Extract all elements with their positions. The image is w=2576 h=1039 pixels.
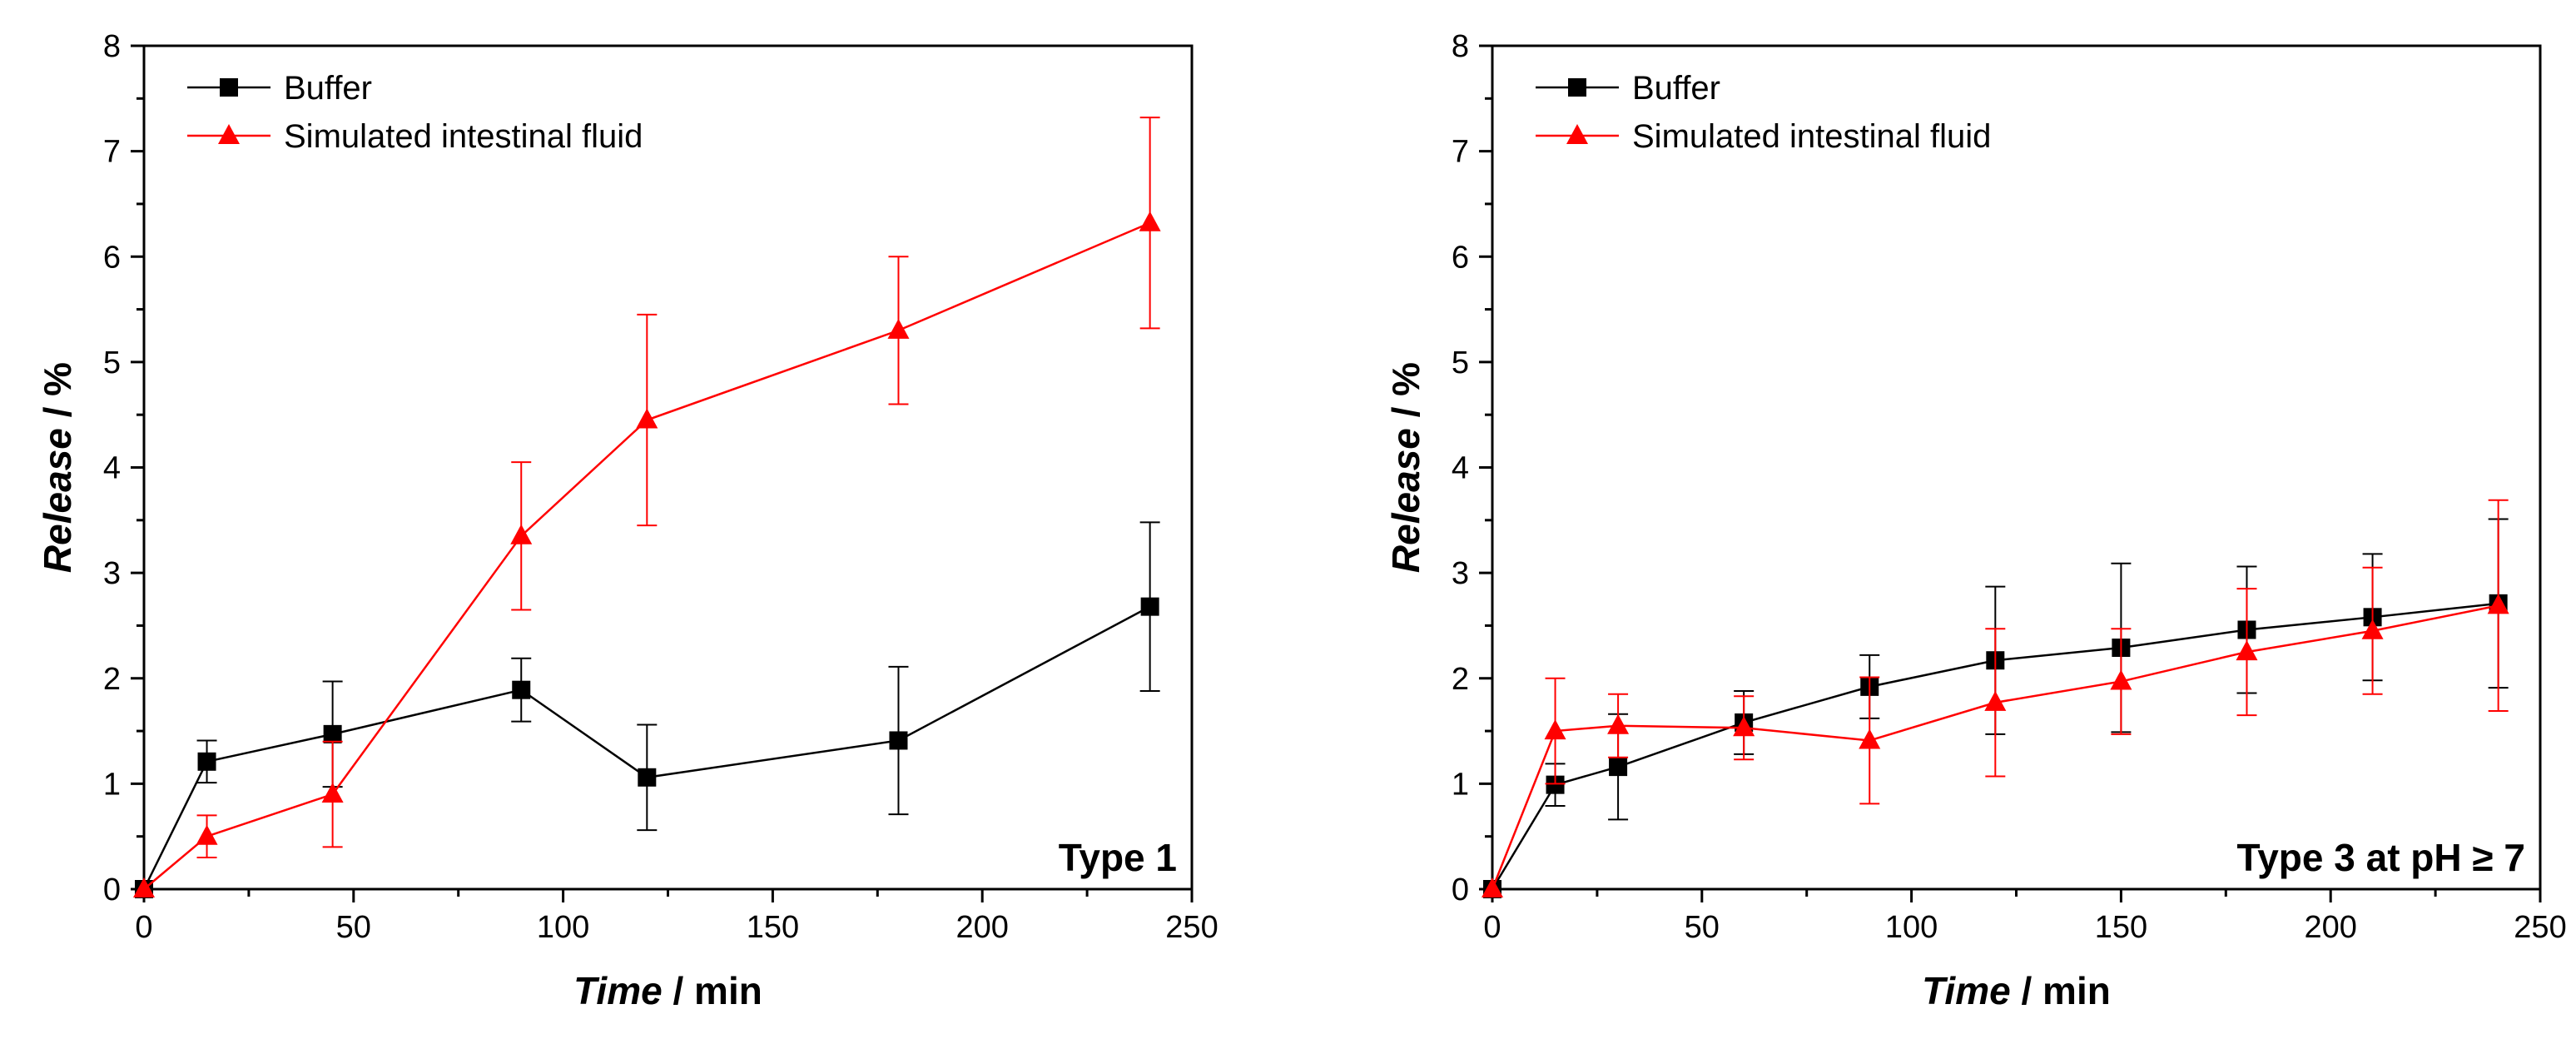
- legend-label: Buffer: [1632, 70, 1720, 107]
- x-axis-title: Time / min: [1922, 969, 2111, 1012]
- legend: Buffer Simulated intestinal fluid: [187, 70, 643, 155]
- y-tick-label: 1: [103, 767, 121, 802]
- legend-marker: [220, 78, 238, 97]
- data-point: [1733, 716, 1755, 737]
- series-line: [1491, 604, 2499, 890]
- legend-label: Simulated intestinal fluid: [284, 118, 643, 155]
- data-point: [887, 318, 910, 339]
- y-tick-label: 6: [103, 240, 121, 275]
- y-tick-label: 8: [1452, 29, 1469, 64]
- x-axis-title-italic: Time: [1922, 969, 2011, 1012]
- data-point: [2361, 619, 2384, 639]
- y-tick-label: 3: [103, 556, 121, 591]
- series-buffer: [135, 521, 1160, 898]
- x-tick-label: 100: [537, 910, 589, 945]
- y-axis-title: Release / %: [1384, 362, 1427, 573]
- panel-label: Type 3 at pH ≥ 7: [2237, 836, 2525, 879]
- legend: Buffer Simulated intestinal fluid: [1536, 70, 1991, 155]
- y-tick-label: 2: [1452, 662, 1469, 697]
- data-point: [1607, 713, 1630, 734]
- series-sif: [1482, 499, 2509, 897]
- panel-label: Type 1: [1059, 836, 1177, 879]
- data-point: [636, 408, 658, 429]
- x-axis-title: Time / min: [573, 969, 762, 1012]
- data-point: [1984, 690, 2007, 711]
- y-tick-label: 5: [1452, 346, 1469, 380]
- x-tick-label: 150: [747, 910, 799, 945]
- data-point: [196, 824, 218, 845]
- data-point: [2110, 669, 2132, 690]
- y-tick-label: 7: [103, 135, 121, 170]
- data-point: [889, 731, 908, 750]
- data-point: [1482, 877, 1503, 897]
- y-tick-label: 7: [1452, 135, 1469, 170]
- data-point: [1544, 719, 1566, 740]
- y-tick-label: 4: [103, 451, 121, 486]
- x-tick-label: 250: [2514, 910, 2566, 945]
- y-tick-label: 3: [1452, 556, 1469, 591]
- data-point: [133, 877, 155, 897]
- x-tick-label: 250: [1165, 910, 1218, 945]
- x-tick-label: 200: [2304, 910, 2356, 945]
- y-axis-title-italic: Release: [36, 428, 79, 573]
- data-point: [1609, 758, 1628, 777]
- legend-marker: [1566, 124, 1588, 144]
- y-axis-title: Release / %: [36, 362, 79, 573]
- data-point: [510, 524, 533, 544]
- y-axis-title-unit: / %: [1384, 362, 1427, 428]
- y-tick-label: 1: [1452, 767, 1469, 802]
- legend-marker: [218, 124, 240, 144]
- data-point: [197, 752, 216, 771]
- data-point: [1546, 775, 1565, 794]
- legend-label: Simulated intestinal fluid: [1632, 118, 1991, 155]
- legend-marker: [1568, 78, 1586, 97]
- y-tick-label: 2: [103, 662, 121, 697]
- x-tick-label: 100: [1885, 910, 1938, 945]
- y-tick-label: 5: [103, 346, 121, 380]
- panel-type-3: 0 50 100 150 200 250 0 1 2 3 4 5 6 7 8 Time / min Releas…: [1384, 29, 2567, 1012]
- x-tick-label: 0: [135, 910, 152, 945]
- y-tick-label: 8: [103, 29, 121, 64]
- data-point: [323, 724, 342, 743]
- data-point: [1140, 597, 1159, 616]
- y-tick-label: 4: [1452, 451, 1469, 486]
- x-tick-label: 150: [2095, 910, 2147, 945]
- x-axis-title-italic: Time: [573, 969, 663, 1012]
- data-point: [321, 783, 344, 803]
- x-tick-label: 0: [1483, 910, 1501, 945]
- data-point: [2487, 594, 2509, 614]
- series-line: [1491, 602, 2499, 890]
- y-axis-title-unit: / %: [36, 362, 79, 428]
- x-tick-label: 200: [955, 910, 1008, 945]
- y-axis-title-italic: Release: [1384, 428, 1427, 573]
- y-tick-label: 0: [103, 872, 121, 907]
- x-axis-title-unit: / min: [663, 969, 762, 1012]
- data-point: [512, 680, 531, 699]
- data-point: [638, 768, 657, 787]
- y-tick-label: 0: [1452, 872, 1469, 907]
- data-point: [1139, 211, 1161, 231]
- x-axis-title-unit: / min: [2011, 969, 2111, 1012]
- x-tick-label: 50: [336, 910, 371, 945]
- y-tick-label: 6: [1452, 240, 1469, 275]
- data-point: [2236, 640, 2258, 661]
- series-sif: [133, 117, 1161, 897]
- data-point: [1859, 728, 1881, 749]
- panel-type-1: 0 50 100 150 200 250 0 1 2 3 4 5 6 7 8 Time / min Releas…: [36, 29, 1219, 1012]
- x-tick-label: 50: [1685, 910, 1720, 945]
- legend-label: Buffer: [284, 70, 372, 107]
